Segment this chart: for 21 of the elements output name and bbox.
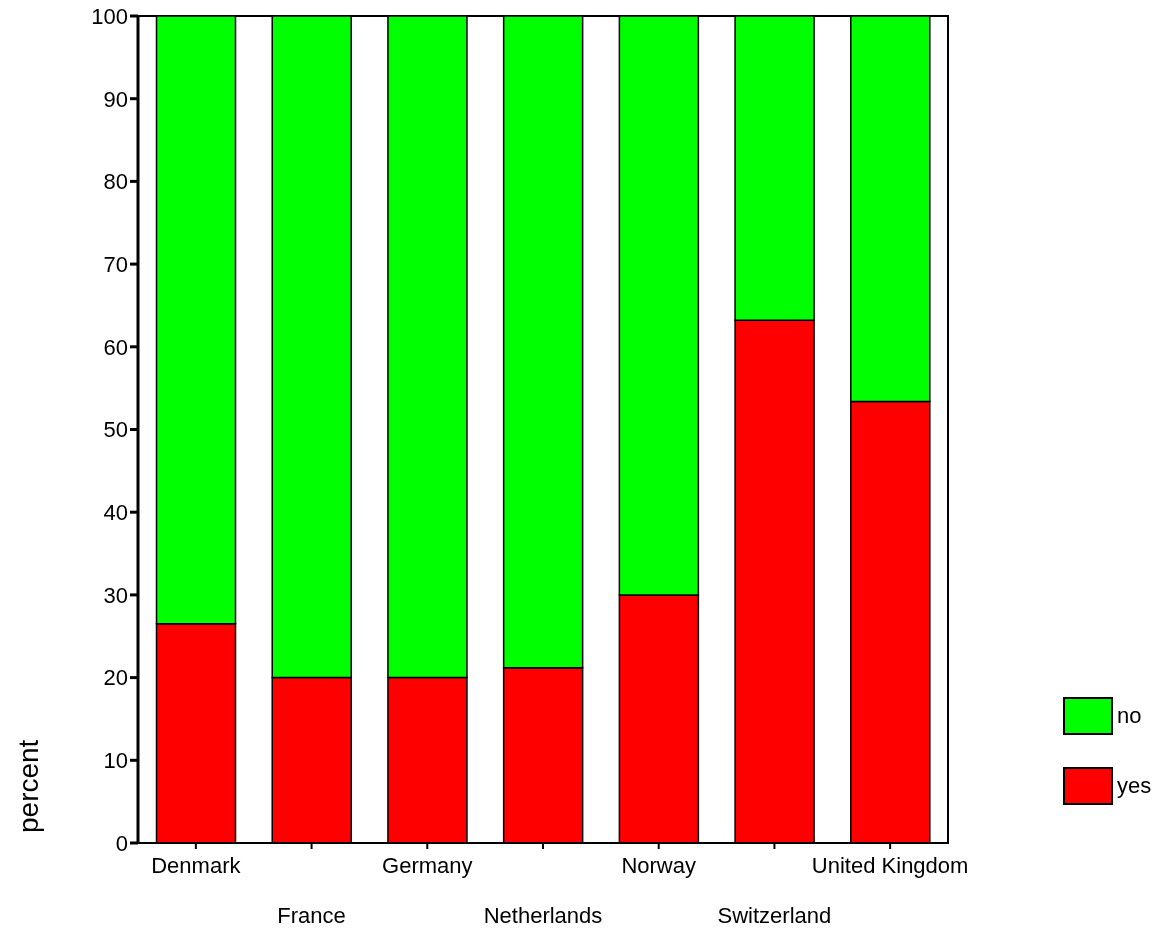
x-tick-label: Switzerland bbox=[717, 903, 832, 928]
legend-label: yes bbox=[1117, 773, 1152, 799]
y-tick-label: 60 bbox=[103, 334, 128, 360]
y-tick-label: 50 bbox=[103, 417, 128, 443]
x-tick-label: Norway bbox=[621, 853, 696, 878]
y-tick-label: 40 bbox=[103, 500, 128, 526]
y-tick-label: 80 bbox=[103, 169, 128, 195]
y-tick-label: 70 bbox=[103, 251, 128, 277]
x-tick-label: France bbox=[277, 903, 346, 928]
y-tick-label: 0 bbox=[115, 830, 128, 856]
y-tick-label: 90 bbox=[103, 86, 128, 112]
y-tick-label: 10 bbox=[103, 748, 128, 774]
x-tick-label: United Kingdom bbox=[811, 853, 969, 878]
y-axis-title: percent bbox=[13, 739, 44, 833]
x-tick-label: Netherlands bbox=[483, 903, 603, 928]
x-tick-label: Denmark bbox=[151, 853, 242, 878]
y-tick-label: 20 bbox=[103, 665, 128, 691]
y-tick-label: 100 bbox=[91, 3, 128, 29]
legend-label: no bbox=[1117, 703, 1142, 729]
x-tick-label: Germany bbox=[382, 853, 473, 878]
y-tick-label: 30 bbox=[103, 582, 128, 608]
